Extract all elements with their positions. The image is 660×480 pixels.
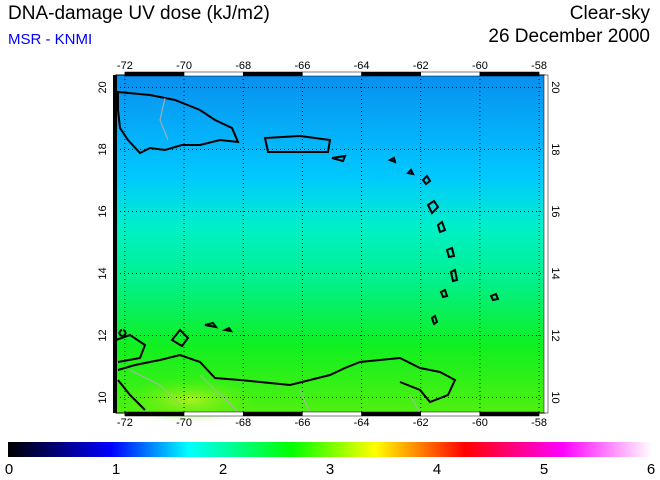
- lon-label-top: -68: [235, 60, 251, 72]
- lat-label-right: 16: [549, 205, 561, 217]
- lon-label-top: -72: [117, 60, 133, 72]
- lat-label-left: 18: [97, 143, 109, 155]
- map-title: DNA-damage UV dose (kJ/m2): [8, 3, 270, 24]
- lon-label-top: -62: [413, 60, 429, 72]
- lat-label-left: 14: [97, 267, 109, 279]
- lon-label-bottom: -64: [354, 417, 370, 429]
- sky-condition-label: Clear-sky: [569, 3, 650, 24]
- lon-label-top: -64: [354, 60, 370, 72]
- lon-label-bottom: -70: [176, 417, 192, 429]
- colorbar-tick-label: 2: [219, 461, 227, 478]
- lon-label-bottom: -58: [531, 417, 547, 429]
- colorbar-tick-label: 6: [647, 461, 655, 478]
- lon-label-bottom: -60: [472, 417, 488, 429]
- map-frame: [113, 71, 549, 417]
- map-panel: -72 -72 -70 -70 -68 -68 -66 -66 -64 -64 -62 -62 -60 -…: [97, 60, 561, 429]
- axis-tick-labels: -72 -72 -70 -70 -68 -68 -66 -66 -64 -64 -62 -62 -60 -…: [97, 60, 561, 429]
- lon-label-bottom: -66: [294, 417, 310, 429]
- lat-label-left: 20: [97, 81, 109, 93]
- uv-field: [116, 75, 545, 413]
- colorbar-tick-label: 0: [5, 461, 13, 478]
- lon-label-bottom: -72: [117, 417, 133, 429]
- source-label: MSR - KNMI: [8, 31, 93, 48]
- lon-label-top: -58: [531, 60, 547, 72]
- colorbar-gradient: [8, 442, 652, 457]
- lon-label-top: -70: [176, 60, 192, 72]
- date-label: 26 December 2000: [488, 26, 650, 47]
- lat-label-right: 18: [549, 143, 561, 155]
- borders: [129, 97, 421, 414]
- colorbar: 0 1 2 3 4 5 6: [5, 442, 655, 478]
- lat-label-left: 12: [97, 329, 109, 341]
- graticule: [116, 75, 545, 413]
- lon-label-bottom: -62: [413, 417, 429, 429]
- lat-label-right: 20: [549, 81, 561, 93]
- coastlines: [115, 90, 500, 411]
- lat-label-right: 12: [549, 329, 561, 341]
- colorbar-tick-label: 5: [540, 461, 548, 478]
- colorbar-tick-label: 1: [112, 461, 120, 478]
- colorbar-tick-label: 3: [326, 461, 334, 478]
- lon-label-top: -66: [294, 60, 310, 72]
- lon-label-bottom: -68: [235, 417, 251, 429]
- lat-label-left: 10: [97, 391, 109, 403]
- lon-label-top: -60: [472, 60, 488, 72]
- lat-label-right: 14: [549, 267, 561, 279]
- lat-label-left: 16: [97, 205, 109, 217]
- lat-label-right: 10: [549, 391, 561, 403]
- uv-maximum-area: [120, 378, 260, 422]
- colorbar-tick-label: 4: [433, 461, 441, 478]
